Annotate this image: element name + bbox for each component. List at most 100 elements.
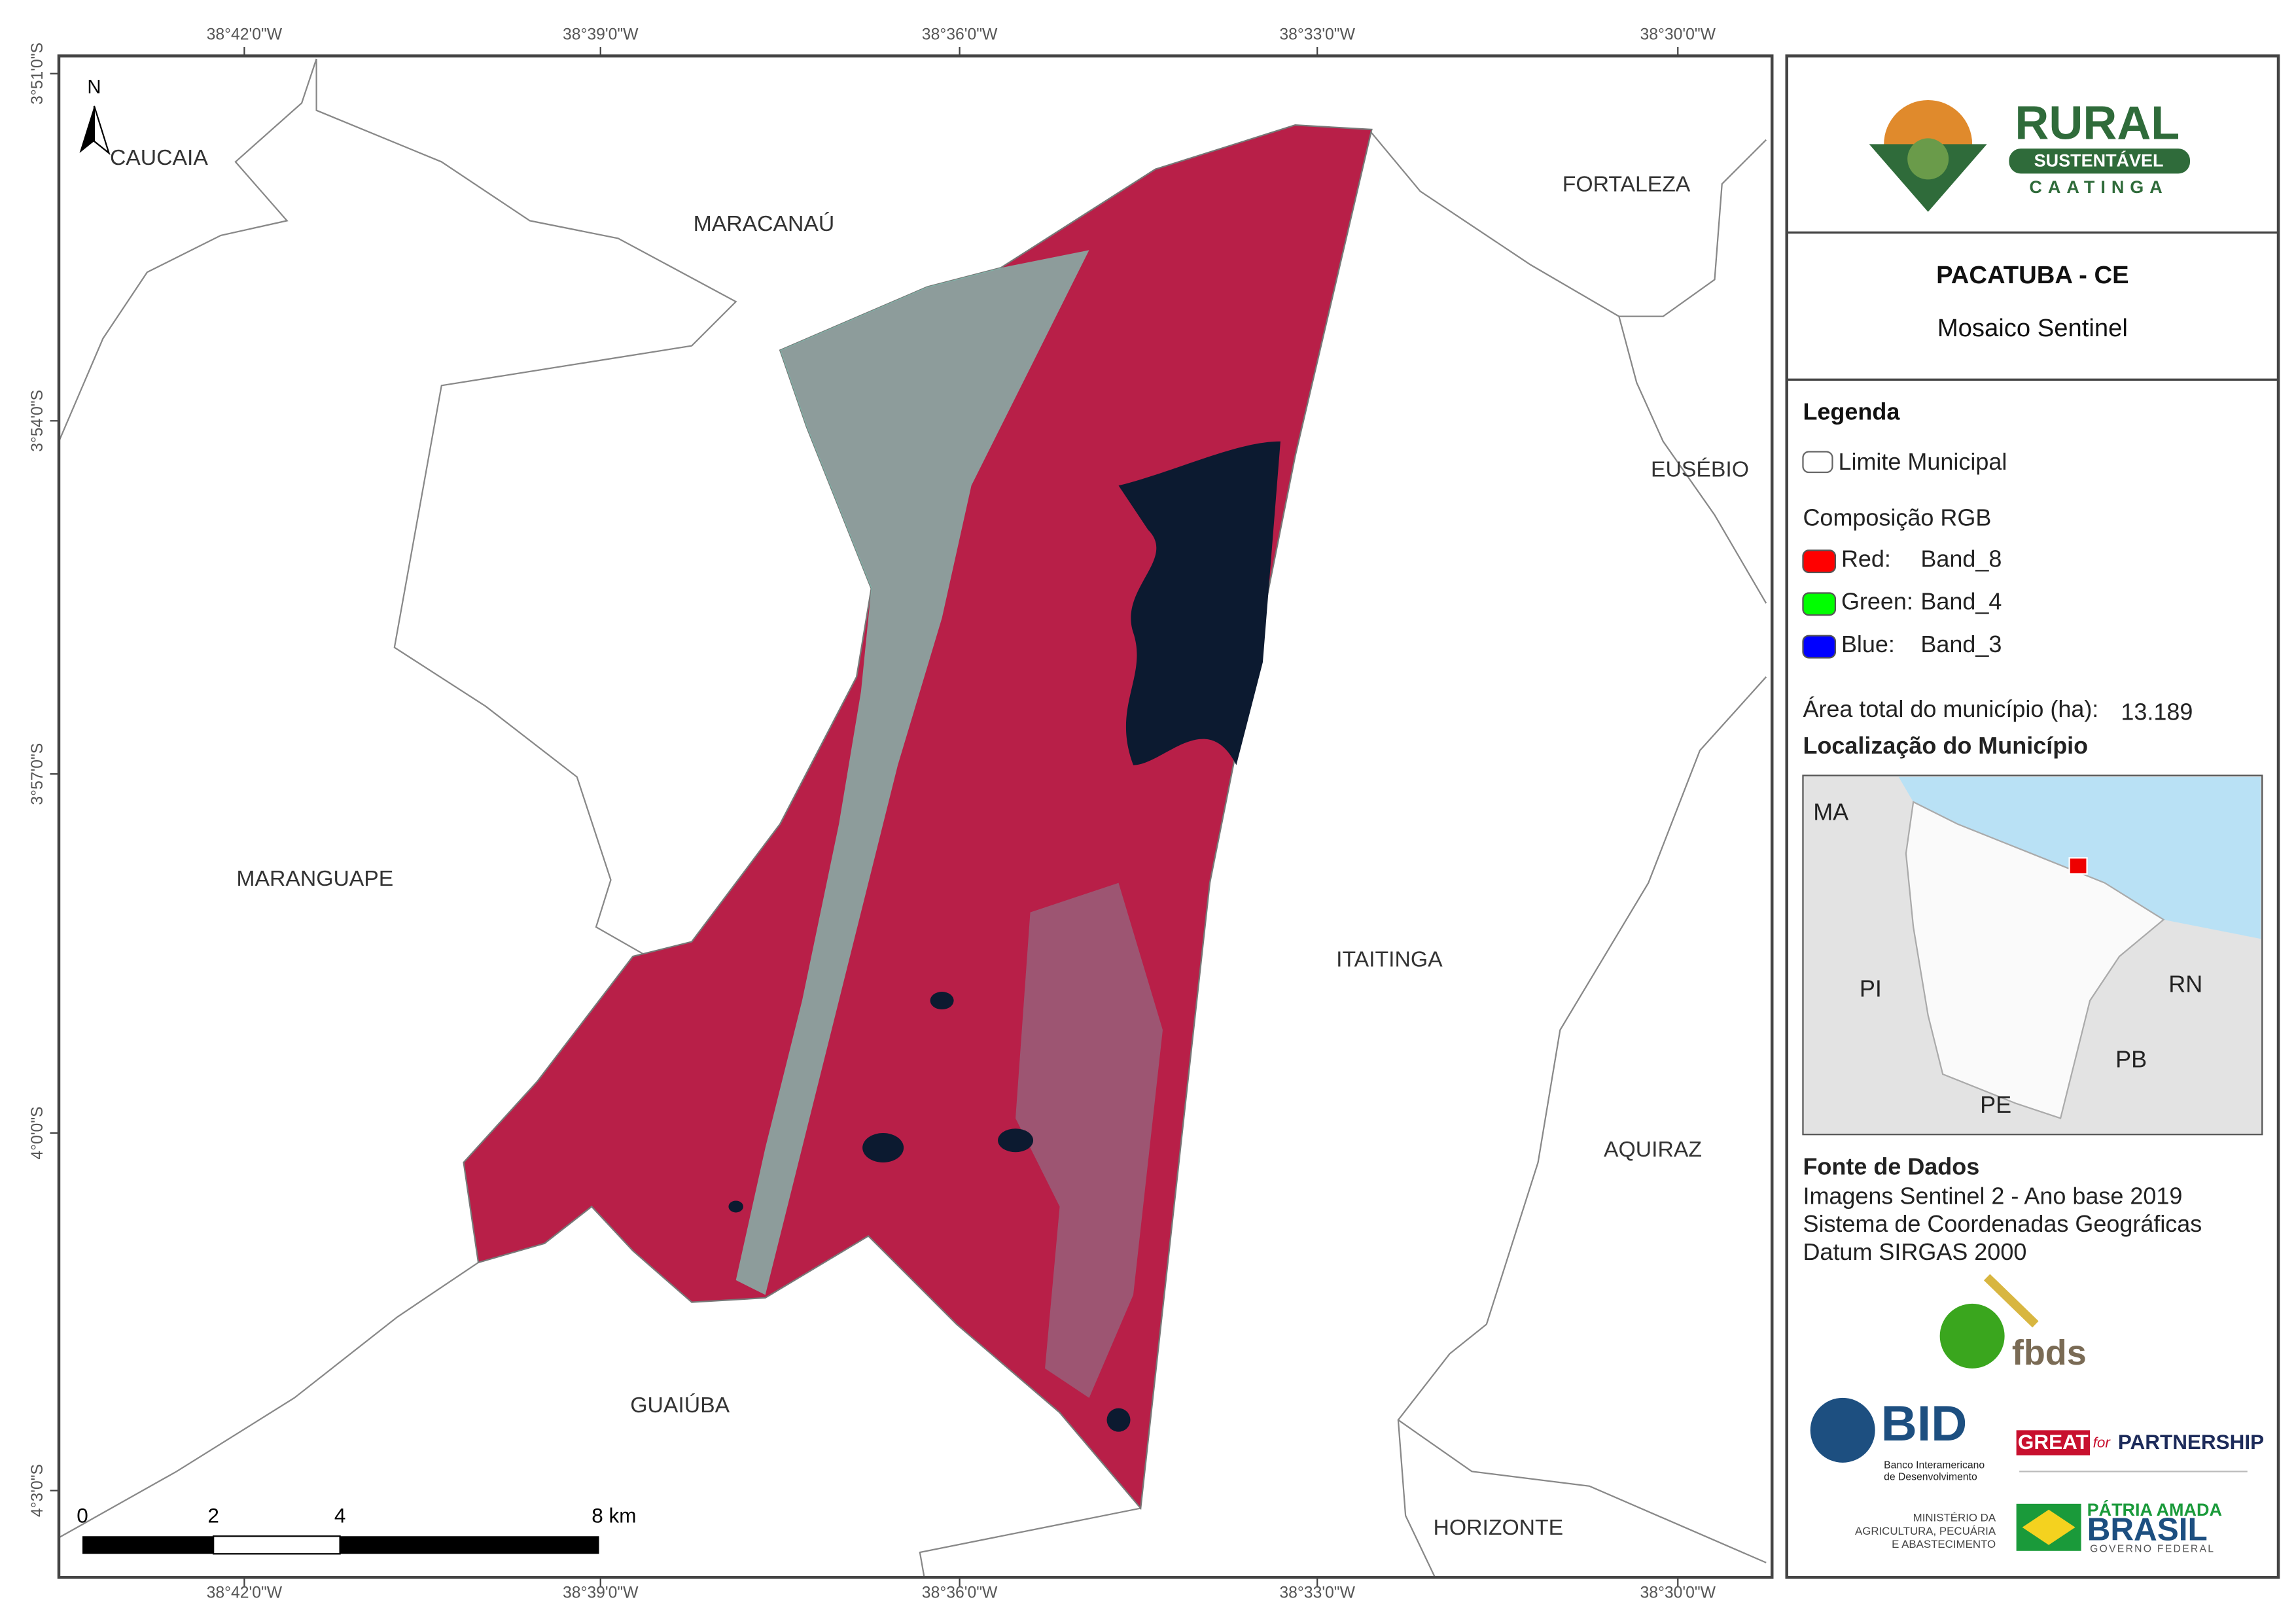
fbds-text: fbds [2012, 1333, 2087, 1372]
water-body [1106, 1408, 1131, 1432]
inset-label: PB [2115, 1045, 2147, 1072]
source-line: Datum SIRGAS 2000 [1803, 1238, 2026, 1265]
logo-subtitle: SUSTENTÁVEL [2034, 150, 2164, 171]
scale-bar-label: 4 [334, 1503, 346, 1527]
inset-label: RN [2168, 971, 2202, 998]
fbds-ball [1939, 1303, 2005, 1369]
bid-name: de Desenvolvimento [1884, 1471, 1977, 1482]
coordinate-label-top: 38°30'0"W [1640, 26, 1716, 44]
municipality-label: EUSÉBIO [1651, 457, 1749, 482]
legend-title: Legenda [1803, 398, 1900, 425]
coordinate-label-bottom: 38°30'0"W [1640, 1584, 1716, 1602]
municipality-label: MARANGUAPE [236, 866, 393, 891]
legend-band: Band_3 [1920, 631, 2002, 657]
area-label: Área total do município (ha): [1803, 695, 2098, 722]
source-line: Imagens Sentinel 2 - Ano base 2019 [1803, 1182, 2182, 1209]
brasil-text: BRASIL [2087, 1512, 2208, 1548]
scale-bar-label: 2 [207, 1503, 219, 1527]
brasil-bottom: GOVERNO FEDERAL [2090, 1544, 2215, 1555]
sources-title: Fonte de Dados [1803, 1153, 1979, 1179]
municipal-boundary [919, 1507, 1141, 1578]
coordinate-label-left: 4°0'0"S [29, 1106, 46, 1159]
municipal-boundary [58, 1261, 479, 1539]
municipality-label: FORTALEZA [1563, 171, 1691, 196]
inset-ceara [1905, 801, 2165, 1119]
water-body [862, 1132, 904, 1162]
legend-channel: Green: [1841, 588, 1913, 615]
coordinate-label-bottom: 38°33'0"W [1279, 1584, 1355, 1602]
inset-label: PI [1860, 975, 1882, 1002]
scale-bar-segment [82, 1536, 214, 1554]
urban-area [1016, 882, 1163, 1398]
great-box [2016, 1430, 2091, 1456]
legend-boundary-swatch [1802, 451, 1833, 474]
municipal-boundary [315, 58, 737, 958]
coordinate-label-top: 38°33'0"W [1279, 26, 1355, 44]
north-arrow-right [93, 105, 111, 156]
ministry-text: E ABASTECIMENTO [1892, 1538, 1996, 1550]
coordinate-label-left: 4°3'0"S [29, 1464, 46, 1517]
legend-band: Band_8 [1920, 545, 2002, 572]
legend-channel: Blue: [1841, 631, 1895, 657]
municipality-label: CAUCAIA [110, 145, 208, 170]
legend-swatch [1802, 592, 1837, 616]
great-text: GREAT [2018, 1430, 2089, 1454]
municipality-label: ITAITINGA [1336, 947, 1443, 972]
coordinate-label-left: 3°51'0"S [29, 43, 46, 105]
inset-label: MA [1813, 798, 1848, 825]
logo-tree [1907, 138, 1949, 180]
municipality-label: MARACANAÚ [694, 211, 835, 236]
coordinate-label-bottom: 38°39'0"W [563, 1584, 639, 1602]
coordinate-label-top: 38°36'0"W [922, 26, 998, 44]
scale-bar-label: 8 km [592, 1503, 636, 1527]
water-body [728, 1200, 743, 1213]
municipality-label: GUAIÚBA [630, 1393, 730, 1418]
ministry-text: AGRICULTURA, PECUÁRIA [1855, 1525, 1996, 1537]
coordinate-label-bottom: 38°36'0"W [922, 1584, 998, 1602]
logo-title: RURAL [2015, 97, 2180, 149]
fbds-stick [1983, 1274, 2039, 1328]
logo-caption: CAATINGA [2029, 177, 2168, 197]
reservoir [1118, 441, 1280, 765]
bid-name: Banco Interamericano [1884, 1459, 1985, 1471]
map-subtitle: Mosaico Sentinel [1937, 314, 2128, 342]
brasil-top: PÁTRIA AMADA [2087, 1499, 2222, 1520]
source-line: Sistema de Coordenadas Geográficas [1803, 1210, 2202, 1237]
scale-bar-label: 0 [77, 1503, 88, 1527]
ministry-text: MINISTÉRIO DA [1913, 1512, 1996, 1524]
legend-swatch [1802, 635, 1837, 659]
legend-channel: Red: [1841, 545, 1891, 572]
map-frame [57, 54, 1774, 1579]
location-title: Localização do Município [1803, 732, 2088, 759]
municipal-boundary [58, 58, 317, 442]
municipal-boundary [1397, 676, 1767, 1563]
great-partnership: PARTNERSHIP [2118, 1430, 2264, 1454]
legend-band: Band_4 [1920, 588, 2002, 615]
municipal-boundary [1368, 129, 1767, 604]
logo-band [2009, 148, 2191, 174]
bid-emblem [1810, 1397, 1875, 1463]
legend-label: Limite Municipal [1838, 448, 2007, 475]
municipality-label: AQUIRAZ [1604, 1137, 1702, 1162]
municipal-boundary [1619, 139, 1767, 317]
legend-subtitle: Composição RGB [1803, 504, 1991, 531]
legend-swatch [1802, 550, 1837, 574]
great-for: for [2093, 1435, 2111, 1451]
urban-area [735, 250, 1089, 1295]
water-body [998, 1128, 1034, 1153]
water-body [930, 992, 954, 1010]
coordinate-label-left: 3°57'0"S [29, 743, 46, 805]
coordinate-label-bottom: 38°42'0"W [207, 1584, 283, 1602]
scale-bar-segment [213, 1535, 341, 1555]
coordinate-label-left: 3°54'0"S [29, 390, 46, 452]
municipality-label: HORIZONTE [1434, 1515, 1564, 1540]
north-label: N [87, 77, 101, 98]
inset-label: PE [1980, 1091, 2011, 1118]
inset-highlight [2068, 857, 2088, 875]
coordinate-label-top: 38°39'0"W [563, 26, 639, 44]
coordinate-label-top: 38°42'0"W [207, 26, 283, 44]
municipal-boundary [1397, 1420, 1436, 1578]
scale-bar-segment [340, 1536, 599, 1554]
bid-text: BID [1881, 1396, 1968, 1452]
